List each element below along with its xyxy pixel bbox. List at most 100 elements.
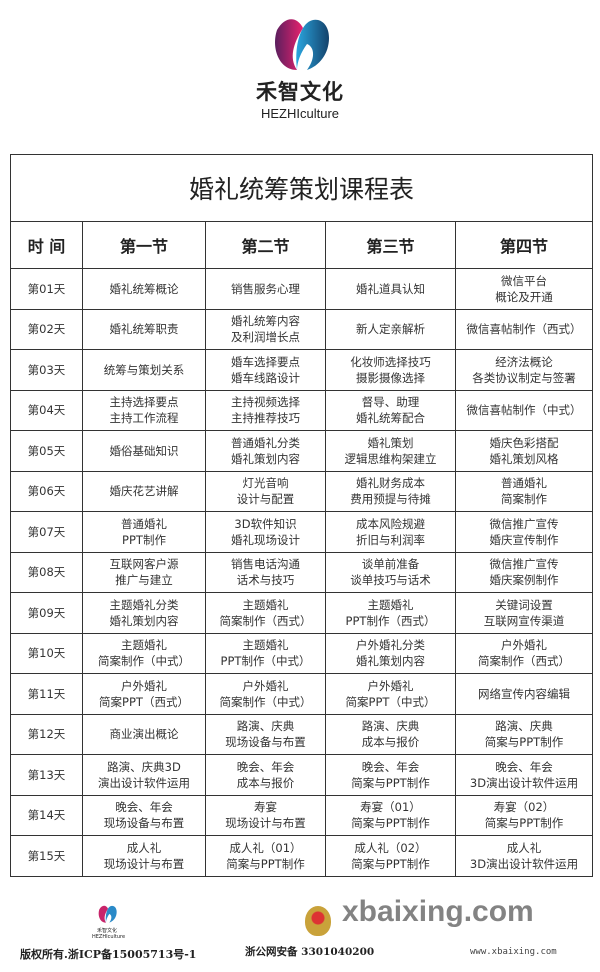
table-row: 第08天 互联网客户源 推广与建立 销售电话沟通 话术与技巧 谈单前准备 谈单技巧与话术 微信… (10, 551, 593, 593)
day-cell: 第15天 (10, 835, 83, 877)
lesson-text: 路演、庆典 (361, 719, 420, 734)
police-badge-icon (305, 906, 331, 936)
lesson-cell: 主题婚礼 PPT制作（中式） (205, 632, 326, 674)
lesson-text: 简案制作（中式） (219, 694, 312, 709)
lesson-text: 各类协议制定与签署 (472, 370, 576, 385)
lesson-cell: 婚礼统筹概论 (82, 268, 206, 310)
lesson-text: 寿宴 (254, 800, 277, 815)
lesson-text: 现场设备与布置 (103, 816, 185, 831)
lesson-cell: 路演、庆典 简案与PPT制作 (455, 713, 593, 755)
lesson-text: 成本风险规避 (356, 516, 425, 531)
lesson-text: 3D演出设计软件运用 (469, 775, 579, 790)
lesson-text: 婚礼现场设计 (231, 532, 300, 547)
lesson-text: 摄影摄像选择 (356, 370, 425, 385)
lesson-text: 婚礼统筹概论 (109, 281, 179, 296)
lesson-text: 主持推荐技巧 (231, 411, 300, 426)
lesson-text: 简案与PPT制作 (351, 775, 430, 790)
lesson-text: 普通婚礼 (121, 516, 167, 531)
lesson-cell: 主题婚礼 PPT制作（西式） (325, 592, 456, 634)
lesson-text: 晚会、年会 (361, 759, 420, 774)
lesson-text: 推广与建立 (115, 573, 173, 588)
lesson-text: 婚礼统筹配合 (356, 411, 425, 426)
lesson-text: 婚礼策划内容 (231, 451, 300, 466)
lesson-text: 婚礼统筹职责 (109, 322, 179, 337)
lesson-cell: 婚礼财务成本 费用预提与待摊 (325, 470, 456, 512)
lesson-text: 主持选择要点 (109, 395, 179, 410)
lesson-cell: 寿宴（01） 简案与PPT制作 (325, 794, 456, 836)
lesson-text: 话术与技巧 (236, 573, 295, 588)
lesson-cell: 微信推广宣传 婚庆宣传制作 (455, 511, 593, 553)
lesson-cell: 主题婚礼 简案制作（中式） (82, 632, 206, 674)
lesson-text: 晚会、年会 (115, 800, 173, 815)
lesson-cell: 寿宴 现场设计与布置 (205, 794, 326, 836)
lesson-cell: 督导、助理 婚礼统筹配合 (325, 389, 456, 431)
table-row: 第07天 普通婚礼 PPT制作 3D软件知识 婚礼现场设计 成本风险规避 折旧与利润率 微信推… (10, 511, 593, 553)
lesson-text: 微信喜帖制作（西式） (466, 322, 582, 337)
lesson-text: 商业演出概论 (109, 727, 179, 742)
header-row: 时 间第一节 第二节 第三节 第四节 (10, 221, 593, 269)
lesson-text: 婚庆花艺讲解 (109, 484, 179, 499)
lesson-text: 简案制作 (501, 492, 547, 507)
lesson-text: 简案与PPT制作 (351, 856, 430, 871)
course-schedule-table: 婚礼统筹策划课程表 时 间第一节 第二节 第三节 第四节 第01天 婚礼统筹概论 销售服务… (10, 154, 593, 877)
column-header: 第三节 (325, 221, 456, 269)
lesson-cell: 路演、庆典 成本与报价 (325, 713, 456, 755)
lesson-text: 微信推广宣传 (489, 557, 559, 572)
lesson-cell: 商业演出概论 (82, 713, 206, 755)
lesson-cell: 微信喜帖制作（西式） (455, 308, 593, 350)
lesson-cell: 普通婚礼 简案制作 (455, 470, 593, 512)
lesson-text: 简案与PPT制作 (484, 735, 564, 750)
lesson-text: 婚礼财务成本 (356, 476, 425, 491)
icp-license-link[interactable]: 版权所有.浙ICP备15005713号-1 (20, 948, 197, 961)
lesson-text: 简案PPT（西式） (99, 694, 189, 709)
lesson-text: 现场设计与布置 (103, 856, 185, 871)
table-row: 第01天 婚礼统筹概论 销售服务心理 婚礼道具认知 微信平台 概论及开通 (10, 268, 593, 310)
lesson-text: 经济法概论 (495, 354, 553, 369)
lesson-cell: 关键词设置 互联网宣传渠道 (455, 592, 593, 634)
lesson-text: 简案与PPT制作 (484, 816, 564, 831)
police-record-link[interactable]: 浙公网安备 3301040200 (245, 946, 375, 958)
lesson-text: PPT制作 (122, 532, 166, 547)
footer-logo: 禾智文化 HEZHIculture (92, 902, 125, 940)
lesson-cell: 成人礼（01） 简案与PPT制作 (205, 835, 326, 877)
lesson-cell: 普通婚礼 PPT制作 (82, 511, 206, 553)
day-cell: 第05天 (10, 430, 83, 472)
lesson-text: 简案PPT（中式） (345, 694, 436, 709)
lesson-text: 主题婚礼 (121, 638, 167, 653)
lesson-text: 婚庆色彩搭配 (489, 435, 559, 450)
lesson-cell: 互联网客户源 推广与建立 (82, 551, 206, 593)
lesson-cell: 3D软件知识 婚礼现场设计 (205, 511, 326, 553)
lesson-text: 及利润增长点 (231, 330, 300, 345)
lesson-text: 现场设计与布置 (225, 816, 306, 831)
lesson-cell: 婚车选择要点 婚车线路设计 (205, 349, 326, 391)
day-cell: 第02天 (10, 308, 83, 350)
lesson-text: 成人礼（01） (229, 840, 302, 855)
lesson-text: 寿宴（02） (493, 800, 555, 815)
lesson-text: 谈单前准备 (361, 557, 420, 572)
lesson-text: 婚礼策划内容 (356, 654, 425, 669)
table-row: 第14天 晚会、年会 现场设备与布置 寿宴 现场设计与布置 寿宴（01） 简案与PPT制作寿… (10, 794, 593, 836)
lesson-text: 晚会、年会 (236, 759, 295, 774)
lesson-text: 户外婚礼 (242, 678, 289, 693)
lesson-text: 户外婚礼 (121, 678, 167, 693)
lesson-text: 简案制作（西式） (478, 654, 570, 669)
lesson-cell: 户外婚礼 简案制作（西式） (455, 632, 593, 674)
table-row: 第02天 婚礼统筹职责 婚礼统筹内容 及利润增长点 新人定亲解析 微信喜帖制作（西式） (10, 308, 593, 350)
lesson-cell: 经济法概论 各类协议制定与签署 (455, 349, 593, 391)
lesson-cell: 路演、庆典 现场设备与布置 (205, 713, 326, 755)
lesson-text: 成人礼 (506, 840, 542, 855)
lesson-text: 销售电话沟通 (231, 557, 300, 572)
lesson-text: 灯光音响 (242, 476, 289, 491)
lesson-text: 婚礼道具认知 (356, 281, 425, 296)
lesson-text: 设计与配置 (236, 492, 295, 507)
lesson-text: 网络宣传内容编辑 (478, 686, 570, 701)
lesson-text: 微信推广宣传 (489, 516, 559, 531)
lesson-cell: 统筹与策划关系 (82, 349, 206, 391)
lesson-text: 统筹与策划关系 (103, 362, 185, 377)
lesson-cell: 成人礼（02） 简案与PPT制作 (325, 835, 456, 877)
lesson-cell: 新人定亲解析 (325, 308, 456, 350)
day-cell: 第04天 (10, 389, 83, 431)
lesson-text: 督导、助理 (361, 395, 420, 410)
lesson-text: 婚庆宣传制作 (489, 532, 559, 547)
day-cell: 第13天 (10, 754, 83, 796)
